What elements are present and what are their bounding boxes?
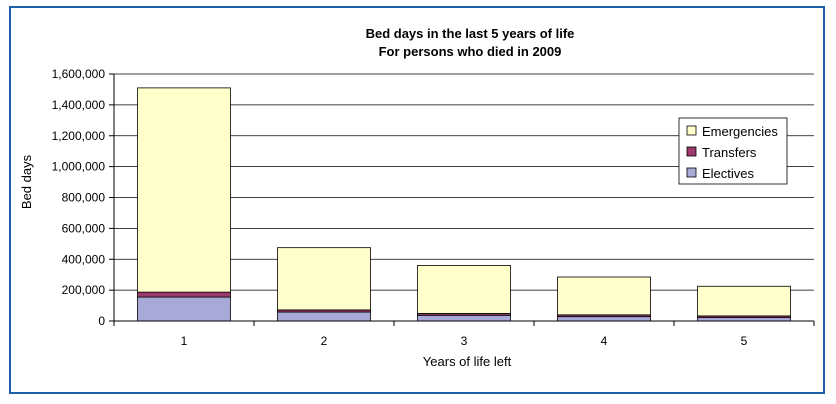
bar-emergencies-3	[417, 265, 511, 314]
legend-label-emergencies: Emergencies	[702, 124, 778, 139]
legend: Emergencies Transfers Electives	[678, 117, 788, 185]
bar-electives-5	[697, 317, 791, 322]
bar-emergencies-5	[697, 285, 791, 317]
bar-emergencies-4	[557, 276, 651, 316]
bar-emergencies-2	[277, 247, 371, 311]
y-tick-label: 0	[98, 314, 105, 328]
y-axis-label: Bed days	[19, 154, 34, 209]
legend-label-transfers: Transfers	[702, 145, 757, 160]
bar-electives-1	[137, 296, 231, 322]
y-tick-label: 1,200,000	[52, 129, 106, 143]
legend-swatch-transfers	[686, 146, 697, 157]
x-tick-label: 5	[741, 334, 748, 348]
y-tick-label: 600,000	[62, 221, 106, 235]
legend-swatch-emergencies	[686, 125, 697, 136]
bar-electives-3	[417, 314, 511, 322]
bar-emergencies-1	[137, 87, 231, 293]
x-tick-label: 3	[461, 334, 468, 348]
chart-title: Bed days in the last 5 years of life	[366, 26, 575, 41]
x-tick-label: 4	[601, 334, 608, 348]
x-axis-label: Years of life left	[423, 354, 512, 369]
bar-transfers-1	[137, 291, 231, 298]
y-tick-label: 800,000	[62, 191, 106, 205]
bar-electives-2	[277, 311, 371, 322]
x-tick-label: 1	[181, 334, 188, 348]
bar-electives-4	[557, 316, 651, 322]
y-tick-label: 1,400,000	[52, 98, 106, 112]
chart-subtitle: For persons who died in 2009	[379, 44, 562, 59]
y-tick-label: 200,000	[62, 283, 106, 297]
legend-box	[678, 117, 788, 185]
y-tick-label: 1,600,000	[52, 67, 106, 81]
legend-swatch-electives	[686, 167, 697, 178]
x-tick-label: 2	[321, 334, 328, 348]
y-tick-label: 400,000	[62, 252, 106, 266]
legend-label-electives: Electives	[702, 166, 755, 181]
y-tick-label: 1,000,000	[52, 160, 106, 174]
